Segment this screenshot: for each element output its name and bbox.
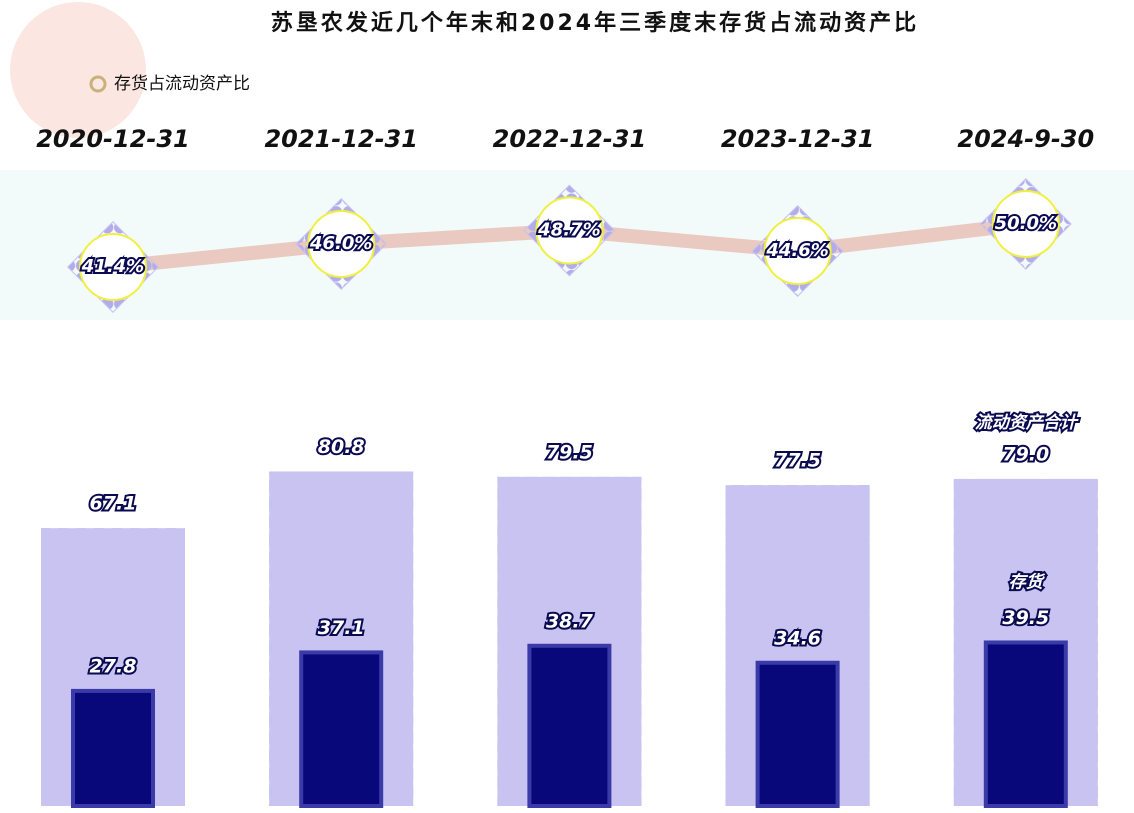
legend-label: 存货占流动资产比 [114,74,250,94]
data-label: 38.7 [546,610,594,632]
series-label: 流动资产合计 [975,413,1079,433]
logo [10,2,146,138]
data-label: 50.0% [995,213,1057,234]
bar [755,660,840,808]
data-label: 34.6 [774,627,821,649]
data-label: 39.5 [1002,607,1049,629]
bar [299,650,384,808]
ratio-marker-ring [79,233,147,301]
data-label: 46.0% [309,233,372,254]
bar [71,688,155,809]
chart-title: 苏垦农发近几个年末和2024年三季度末存货占流动资产比 [271,10,919,36]
data-label: 77.5 [774,450,821,472]
legend-marker [89,75,107,93]
bar [527,643,612,808]
x-tick-label: 2024-9-30 [957,125,1094,153]
x-tick-label: 2021-12-31 [264,125,418,153]
data-label: 44.6% [765,240,828,261]
data-label: 80.8 [318,436,365,458]
data-label: 67.1 [90,493,137,515]
ratio-marker-ring [763,217,832,285]
bar [983,640,1068,808]
ratio-marker-ring [991,190,1060,258]
data-label: 79.0 [1002,443,1049,465]
data-label: 79.5 [546,441,593,463]
ratio-marker-ring [307,210,376,278]
x-tick-label: 2022-12-31 [493,125,647,153]
x-tick-label: 2020-12-31 [36,125,190,153]
data-label: 27.8 [90,655,137,677]
series-label: 存货 [1009,572,1046,592]
data-label: 48.7% [537,220,600,241]
data-label: 41.4% [81,256,144,277]
ratio-marker-ring [535,196,604,265]
data-label: 37.1 [318,617,365,639]
x-tick-label: 2023-12-31 [721,125,875,153]
